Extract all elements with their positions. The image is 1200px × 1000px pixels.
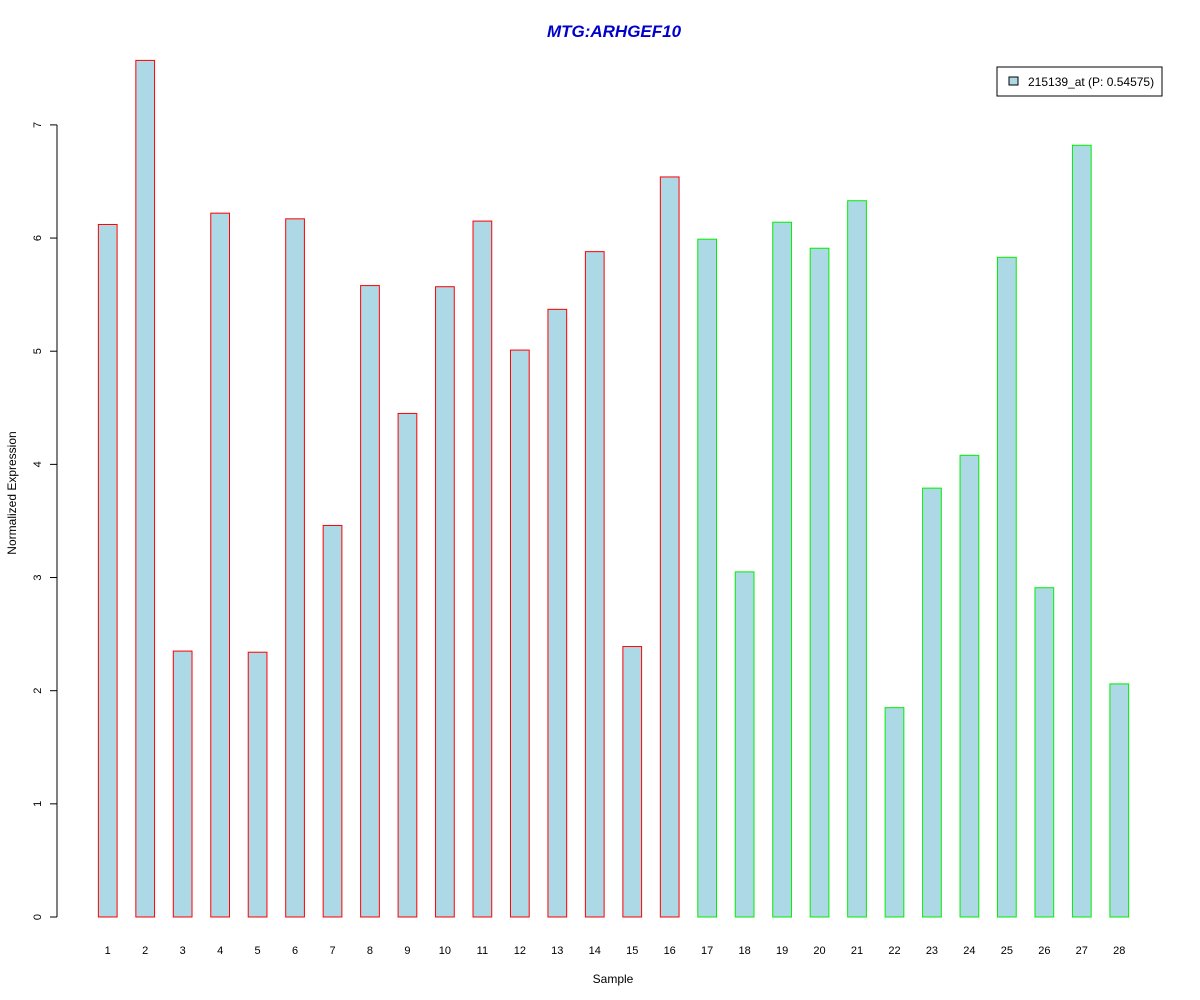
bar bbox=[435, 286, 455, 918]
y-tick-label: 1 bbox=[32, 801, 44, 807]
bar bbox=[697, 238, 718, 918]
bar bbox=[1071, 144, 1092, 918]
bar bbox=[584, 251, 605, 918]
x-tick-label: 6 bbox=[292, 945, 298, 957]
bar bbox=[97, 223, 118, 918]
bar bbox=[285, 218, 305, 918]
bar bbox=[135, 59, 156, 918]
bar bbox=[847, 200, 867, 918]
bar bbox=[360, 285, 380, 918]
bar bbox=[809, 247, 830, 918]
x-tick-label: 28 bbox=[1113, 945, 1125, 957]
bar bbox=[734, 571, 755, 918]
x-tick-label: 27 bbox=[1076, 945, 1088, 957]
bar bbox=[659, 176, 680, 918]
legend-swatch bbox=[1008, 76, 1019, 86]
bar bbox=[1034, 587, 1055, 918]
x-tick-label: 1 bbox=[105, 945, 111, 957]
y-tick-label: 5 bbox=[32, 348, 44, 354]
y-tick-label: 3 bbox=[32, 574, 44, 580]
x-tick-label: 19 bbox=[776, 945, 788, 957]
x-tick-label: 26 bbox=[1038, 945, 1050, 957]
y-tick-label: 2 bbox=[32, 688, 44, 694]
bar bbox=[922, 487, 942, 918]
x-tick-label: 7 bbox=[329, 945, 335, 957]
x-tick-label: 17 bbox=[701, 945, 713, 957]
x-tick-label: 11 bbox=[477, 945, 488, 957]
y-tick-label: 6 bbox=[32, 235, 44, 241]
bar bbox=[397, 412, 418, 918]
x-tick-label: 15 bbox=[626, 945, 638, 957]
x-tick-label: 14 bbox=[589, 945, 601, 957]
bar bbox=[772, 221, 792, 918]
x-tick-label: 2 bbox=[142, 945, 148, 957]
bar bbox=[172, 650, 193, 918]
x-tick-label: 22 bbox=[888, 945, 900, 957]
x-tick-label: 20 bbox=[813, 945, 825, 957]
x-tick-label: 16 bbox=[664, 945, 676, 957]
x-axis-label: Sample bbox=[593, 972, 634, 986]
y-tick-label: 4 bbox=[32, 461, 44, 467]
bar bbox=[322, 524, 343, 918]
x-tick-label: 8 bbox=[367, 945, 373, 957]
y-tick-label: 7 bbox=[32, 122, 44, 128]
y-tick-label: 0 bbox=[32, 914, 44, 920]
bar bbox=[997, 256, 1017, 918]
y-axis: 0 1 2 3 4 5 6 7 bbox=[32, 122, 58, 920]
bars-group bbox=[97, 59, 1130, 918]
bar bbox=[472, 220, 493, 918]
x-tick-label: 13 bbox=[551, 945, 563, 957]
x-tick-label: 23 bbox=[926, 945, 938, 957]
bar bbox=[959, 454, 980, 918]
x-tick-label: 3 bbox=[180, 945, 186, 957]
legend-box bbox=[996, 66, 1163, 97]
x-tick-label: 12 bbox=[514, 945, 526, 957]
bar bbox=[1109, 683, 1130, 918]
x-tick-label: 5 bbox=[255, 945, 261, 957]
legend: 215139_at (P: 0.54575) bbox=[996, 66, 1163, 97]
x-tick-label: 24 bbox=[963, 945, 975, 957]
y-axis-label: Normalized Expression bbox=[5, 431, 19, 554]
x-tick-label: 9 bbox=[404, 945, 410, 957]
bar bbox=[210, 212, 230, 918]
bar bbox=[622, 646, 643, 918]
x-tick-label: 25 bbox=[1001, 945, 1013, 957]
x-tick-labels: 1 2 3 4 5 6 7 8 9 10 11 12 13 14 15 16 17 18 19 20 21 22 23 24 2… bbox=[105, 945, 1126, 957]
bar bbox=[547, 308, 568, 918]
legend-entry-label: 215139_at (P: 0.54575) bbox=[1028, 75, 1154, 89]
bar bbox=[884, 707, 905, 918]
x-tick-label: 18 bbox=[739, 945, 751, 957]
chart-title: MTG:ARHGEF10 bbox=[547, 22, 682, 41]
bar bbox=[247, 651, 268, 918]
x-tick-label: 4 bbox=[217, 945, 223, 957]
x-tick-label: 21 bbox=[851, 945, 863, 957]
bar bbox=[509, 349, 530, 918]
x-tick-label: 10 bbox=[439, 945, 451, 957]
